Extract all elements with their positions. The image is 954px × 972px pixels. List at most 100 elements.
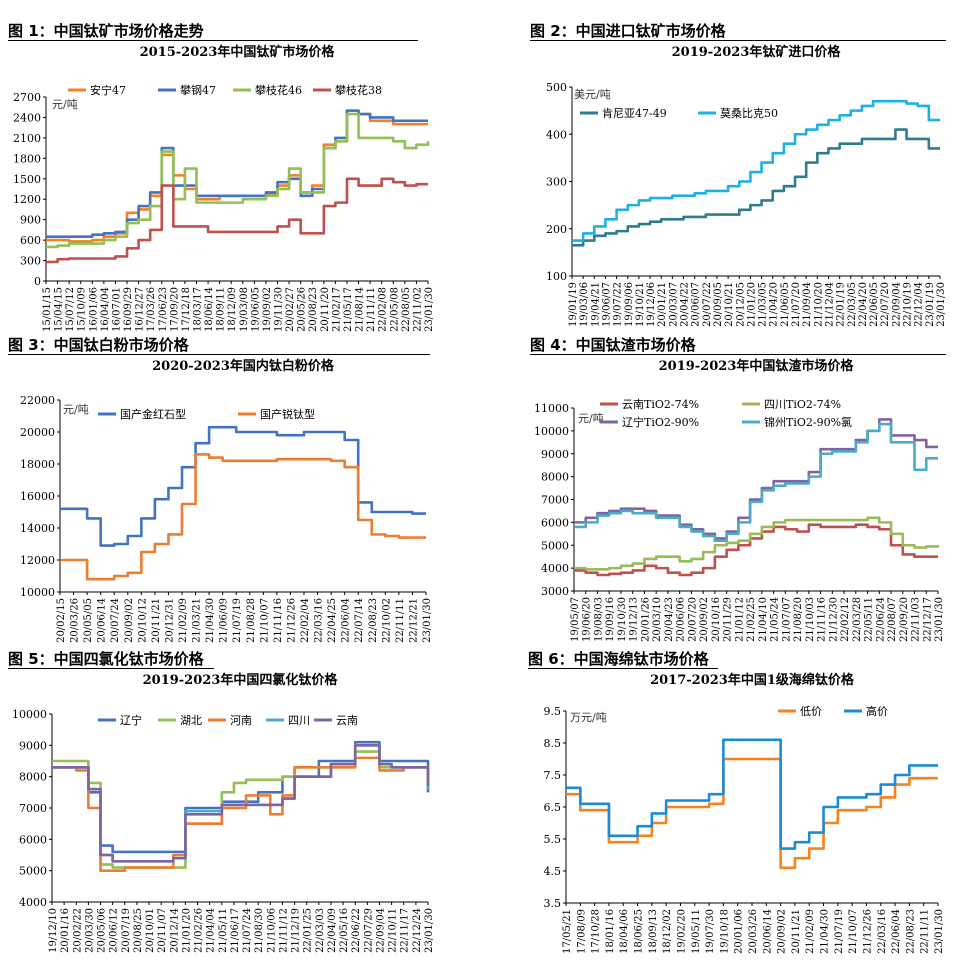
x-tick-label: 20/03/07 bbox=[668, 282, 679, 327]
chart-title: 2019-2023年中国四氯化钛价格 bbox=[143, 672, 339, 688]
x-tick-label: 19/12/13 bbox=[629, 597, 640, 642]
y-tick-label: 12000 bbox=[20, 554, 55, 567]
legend-label: 莫桑比克50 bbox=[720, 107, 778, 120]
x-tick-label: 20/11/21 bbox=[791, 909, 802, 954]
x-tick-label: 22/06/05 bbox=[869, 282, 880, 327]
x-tick-label: 22/04/09 bbox=[327, 908, 338, 953]
x-tick-label: 22/11/02 bbox=[412, 287, 423, 332]
x-tick-label: 22/02/04 bbox=[300, 598, 311, 643]
x-tick-label: 22/08/23 bbox=[905, 909, 916, 954]
x-tick-label: 19/06/07 bbox=[601, 282, 612, 327]
x-tick-label: 19/07/22 bbox=[613, 282, 624, 327]
x-tick-label: 20/01/06 bbox=[734, 909, 745, 954]
y-tick-label: 4000 bbox=[19, 896, 47, 909]
x-tick-label: 20/01/21 bbox=[657, 282, 668, 327]
x-tick-label: 23/01/19 bbox=[925, 282, 936, 327]
x-tick-label: 22/12/21 bbox=[408, 598, 419, 643]
x-tick-label: 21/08/30 bbox=[254, 908, 265, 953]
x-tick-label: 20/02/15 bbox=[56, 598, 67, 643]
x-tick-label: 21/12/26 bbox=[862, 909, 873, 954]
x-tick-label: 21/05/24 bbox=[770, 597, 781, 642]
x-tick-label: 18/06/25 bbox=[634, 909, 645, 954]
x-tick-label: 21/12/04 bbox=[824, 282, 835, 327]
x-tick-label: 17/05/21 bbox=[562, 909, 573, 954]
x-tick-label: 16/09/29 bbox=[123, 287, 134, 332]
y-tick-label: 7.5 bbox=[544, 769, 562, 782]
y-tick-label: 5.5 bbox=[544, 833, 562, 846]
y-tick-label: 0 bbox=[34, 275, 41, 288]
x-tick-label: 18/03/17 bbox=[192, 287, 203, 332]
figure-5-rule bbox=[8, 668, 214, 669]
x-tick-label: 22/07/29 bbox=[363, 908, 374, 953]
y-tick-label: 20000 bbox=[20, 426, 55, 439]
x-tick-label: 21/04/30 bbox=[205, 598, 216, 643]
figure-5: 图 5：中国四氯化钛市场价格 2019-2023年中国四氯化钛价格 4000 500… bbox=[8, 648, 435, 968]
x-tick-label: 22/08/07 bbox=[887, 597, 898, 642]
x-tick-label: 22/03/03 bbox=[315, 908, 326, 953]
x-tick-label: 21/09/04 bbox=[802, 282, 813, 327]
x-tick-label: 20/09/02 bbox=[124, 598, 135, 643]
x-tick-label: 22/05/11 bbox=[864, 597, 875, 642]
x-tick-label: 20/01/16 bbox=[60, 908, 71, 953]
y-tick-label: 1200 bbox=[13, 193, 41, 206]
y-tick-label: 1800 bbox=[13, 152, 41, 165]
x-tick-label: 20/10/12 bbox=[137, 598, 148, 643]
x-tick-label: 19/09/16 bbox=[605, 597, 616, 642]
y-tick-label: 300 bbox=[20, 255, 41, 268]
y-tick-label: 16000 bbox=[20, 490, 55, 503]
series-line bbox=[566, 757, 938, 870]
y-tick-label: 7000 bbox=[19, 802, 47, 815]
y-tick-label: 9000 bbox=[19, 739, 47, 752]
x-tick-label: 20/05/26 bbox=[297, 287, 308, 332]
x-tick-label: 20/11/07 bbox=[157, 908, 168, 953]
x-tick-label: 21/07/19 bbox=[232, 598, 243, 643]
x-tick-label: 22/09/04 bbox=[375, 908, 386, 953]
x-tick-label: 22/05/16 bbox=[339, 908, 350, 953]
y-tick-label: 6000 bbox=[541, 516, 569, 529]
figure-3: 图 3：中国钛白粉市场价格 2020-2023年国内钛白粉价格 元/吨 10000 1… bbox=[8, 334, 433, 643]
x-tick-label: 20/03/30 bbox=[84, 908, 95, 953]
x-tick-label: 21/01/20 bbox=[181, 908, 192, 953]
x-tick-label: 21/08/28 bbox=[246, 598, 257, 643]
x-tick-label: 20/12/31 bbox=[164, 598, 175, 643]
y-tick-label: 5000 bbox=[541, 539, 569, 552]
figure-6: 图 6：中国海绵钛市场价格 2017-2023年中国1级海绵钛价格 万元/吨 3.5… bbox=[528, 648, 946, 968]
x-tick-label: 21/01/12 bbox=[734, 597, 745, 642]
series-line bbox=[566, 738, 938, 850]
x-tick-label: 20/06/12 bbox=[109, 908, 120, 953]
legend-label: 安宁47 bbox=[90, 83, 126, 97]
series-line bbox=[572, 128, 940, 247]
x-tick-label: 23/01/30 bbox=[424, 287, 435, 332]
y-tick-label: 6000 bbox=[19, 833, 47, 846]
y-tick-label: 4000 bbox=[541, 562, 569, 575]
figure-2-rule bbox=[530, 40, 946, 41]
x-tick-label: 17/06/23 bbox=[158, 287, 169, 332]
x-tick-label: 22/12/17 bbox=[922, 597, 933, 642]
legend-label: 高价 bbox=[866, 704, 888, 718]
x-tick-label: 20/03/10 bbox=[652, 597, 663, 642]
y-tick-label: 2700 bbox=[13, 91, 41, 104]
legend-label: 湖北 bbox=[180, 714, 202, 727]
legend-label: 低价 bbox=[800, 705, 822, 718]
x-tick-label: 22/09/20 bbox=[899, 597, 910, 642]
x-tick-label: 22/10/11 bbox=[388, 908, 399, 953]
legend-label: 国产锐钛型 bbox=[260, 407, 315, 421]
x-tick-label: 20/02/27 bbox=[285, 287, 296, 332]
x-tick-label: 20/06/14 bbox=[97, 598, 108, 643]
x-tick-label: 23/01/30 bbox=[424, 908, 435, 953]
y-tick-label: 3.5 bbox=[544, 897, 562, 910]
series-line bbox=[574, 422, 938, 542]
y-tick-label: 900 bbox=[20, 214, 41, 227]
y-tick-label: 200 bbox=[546, 223, 567, 236]
x-tick-label: 21/04/20 bbox=[769, 282, 780, 327]
y-unit-label: 美元/吨 bbox=[574, 88, 611, 101]
y-tick-label: 500 bbox=[546, 81, 567, 94]
x-tick-label: 20/03/26 bbox=[748, 909, 759, 954]
x-tick-label: 22/07/14 bbox=[354, 598, 365, 643]
y-tick-label: 11000 bbox=[534, 402, 569, 415]
x-tick-label: 19/02/20 bbox=[676, 909, 687, 954]
figure-4-rule bbox=[530, 354, 946, 355]
x-tick-label: 20/04/22 bbox=[680, 282, 691, 327]
x-tick-label: 20/04/23 bbox=[664, 597, 675, 642]
